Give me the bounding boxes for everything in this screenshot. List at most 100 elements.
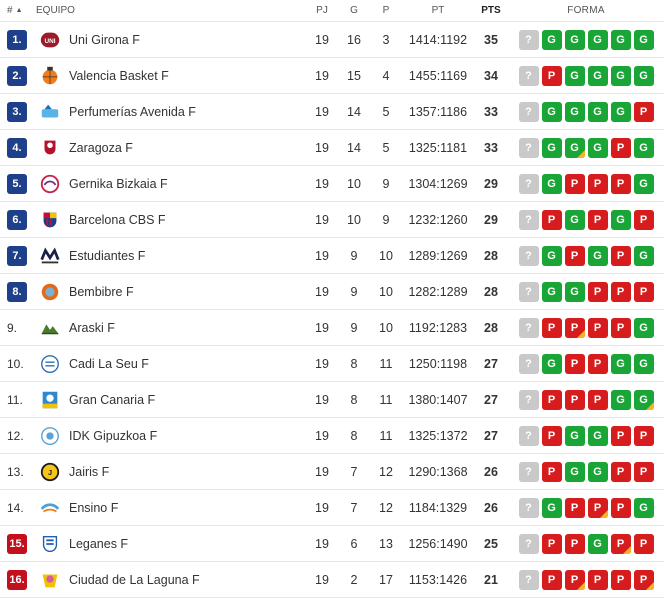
team-name[interactable]: Ensino F [69,500,119,515]
team-name[interactable]: Valencia Basket F [69,68,169,83]
table-row[interactable]: 5. Gernika Bizkaia F 19 10 9 1304:1269 2… [0,166,664,202]
form-result-loss[interactable]: P [541,461,562,482]
table-row[interactable]: 6. Barcelona CBS F 19 10 9 1232:1260 29 … [0,202,664,238]
form-result-loss[interactable]: P [587,569,608,590]
team-name[interactable]: Estudiantes F [69,248,146,263]
table-row[interactable]: 4. Zaragoza F 19 14 5 1325:1181 33 ? G G G P… [0,130,664,166]
form-result-win[interactable]: G [587,29,608,50]
table-row[interactable]: 1. UNI Uni Girona F 19 16 3 1414:1192 35… [0,22,664,58]
form-result-win[interactable]: G [633,497,654,518]
form-result-loss[interactable]: P [587,281,608,302]
form-result-loss[interactable]: P [587,209,608,230]
team-cell[interactable]: Gernika Bizkaia F [36,172,306,196]
header-position[interactable]: # ▲ [0,5,36,16]
form-result-win[interactable]: G [564,65,585,86]
team-name[interactable]: Barcelona CBS F [69,212,166,227]
team-cell[interactable]: Perfumerías Avenida F [36,100,306,124]
form-result-win[interactable]: G [610,29,631,50]
team-cell[interactable]: Ensino F [36,496,306,520]
team-name[interactable]: Leganes F [69,536,129,551]
form-result-win[interactable]: G [541,29,562,50]
form-result-win[interactable]: G [633,65,654,86]
table-row[interactable]: 10. Cadi La Seu F 19 8 11 1250:1198 27 ?… [0,346,664,382]
team-name[interactable]: Bembibre F [69,284,134,299]
form-result-win[interactable]: G [633,389,654,410]
form-result-next[interactable]: ? [518,461,539,482]
form-result-loss[interactable]: P [633,461,654,482]
form-result-loss[interactable]: P [564,533,585,554]
team-cell[interactable]: Estudiantes F [36,244,306,268]
form-result-win[interactable]: G [633,29,654,50]
table-row[interactable]: 14. Ensino F 19 7 12 1184:1329 26 ? G P P P G [0,490,664,526]
form-result-win[interactable]: G [587,245,608,266]
team-cell[interactable]: Araski F [36,316,306,340]
table-row[interactable]: 8. Bembibre F 19 9 10 1282:1289 28 ? G G P P… [0,274,664,310]
form-result-win[interactable]: G [633,353,654,374]
table-row[interactable]: 15. Leganes F 19 6 13 1256:1490 25 ? P P G P… [0,526,664,562]
team-name[interactable]: IDK Gipuzkoa F [69,428,158,443]
form-result-win[interactable]: G [610,353,631,374]
form-result-loss[interactable]: P [633,101,654,122]
form-result-loss[interactable]: P [587,317,608,338]
team-name[interactable]: Jairis F [69,464,110,479]
form-result-win[interactable]: G [587,101,608,122]
form-result-loss[interactable]: P [610,173,631,194]
team-cell[interactable]: J Jairis F [36,460,306,484]
form-result-loss[interactable]: P [633,425,654,446]
form-result-loss[interactable]: P [587,173,608,194]
form-result-win[interactable]: G [587,65,608,86]
table-row[interactable]: 12. IDK Gipuzkoa F 19 8 11 1325:1372 27 … [0,418,664,454]
form-result-win[interactable]: G [541,137,562,158]
form-result-loss[interactable]: P [564,389,585,410]
form-result-win[interactable]: G [564,425,585,446]
form-result-win[interactable]: G [633,245,654,266]
form-result-loss[interactable]: P [564,317,585,338]
form-result-loss[interactable]: P [633,569,654,590]
form-result-loss[interactable]: P [633,281,654,302]
team-cell[interactable]: Cadi La Seu F [36,352,306,376]
header-pt[interactable]: PT [431,5,445,16]
header-g[interactable]: G [350,5,358,16]
team-name[interactable]: Gernika Bizkaia F [69,176,168,191]
form-result-win[interactable]: G [587,425,608,446]
table-row[interactable]: 9. Araski F 19 9 10 1192:1283 28 ? P P P P G [0,310,664,346]
header-pj[interactable]: PJ [316,5,328,16]
form-result-loss[interactable]: P [610,281,631,302]
form-result-next[interactable]: ? [518,389,539,410]
team-name[interactable]: Uni Girona F [69,32,140,47]
table-row[interactable]: 7. Estudiantes F 19 9 10 1289:1269 28 ? G… [0,238,664,274]
team-name[interactable]: Ciudad de La Laguna F [69,572,200,587]
form-result-win[interactable]: G [564,461,585,482]
team-cell[interactable]: Valencia Basket F [36,64,306,88]
form-result-loss[interactable]: P [587,389,608,410]
form-result-loss[interactable]: P [610,497,631,518]
team-cell[interactable]: IDK Gipuzkoa F [36,424,306,448]
form-result-win[interactable]: G [633,137,654,158]
form-result-loss[interactable]: P [564,353,585,374]
form-result-win[interactable]: G [587,461,608,482]
form-result-loss[interactable]: P [541,209,562,230]
form-result-loss[interactable]: P [541,317,562,338]
form-result-win[interactable]: G [541,101,562,122]
table-row[interactable]: 3. Perfumerías Avenida F 19 14 5 1357:11… [0,94,664,130]
form-result-win[interactable]: G [564,101,585,122]
form-result-next[interactable]: ? [518,65,539,86]
form-result-loss[interactable]: P [564,173,585,194]
table-row[interactable]: 2. Valencia Basket F 19 15 4 1455:1169 3… [0,58,664,94]
form-result-win[interactable]: G [633,173,654,194]
form-result-loss[interactable]: P [564,569,585,590]
form-result-win[interactable]: G [564,281,585,302]
header-pts[interactable]: PTS [481,5,501,16]
table-row[interactable]: 16. Ciudad de La Laguna F 19 2 17 1153:1… [0,562,664,598]
team-cell[interactable]: Zaragoza F [36,136,306,160]
form-result-next[interactable]: ? [518,281,539,302]
form-result-win[interactable]: G [564,29,585,50]
form-result-win[interactable]: G [541,173,562,194]
form-result-loss[interactable]: P [564,497,585,518]
form-result-win[interactable]: G [587,533,608,554]
table-row[interactable]: 13. J Jairis F 19 7 12 1290:1368 26 ? P G G… [0,454,664,490]
team-name[interactable]: Araski F [69,320,115,335]
form-result-win[interactable]: G [610,101,631,122]
form-result-win[interactable]: G [564,137,585,158]
form-result-win[interactable]: G [564,209,585,230]
